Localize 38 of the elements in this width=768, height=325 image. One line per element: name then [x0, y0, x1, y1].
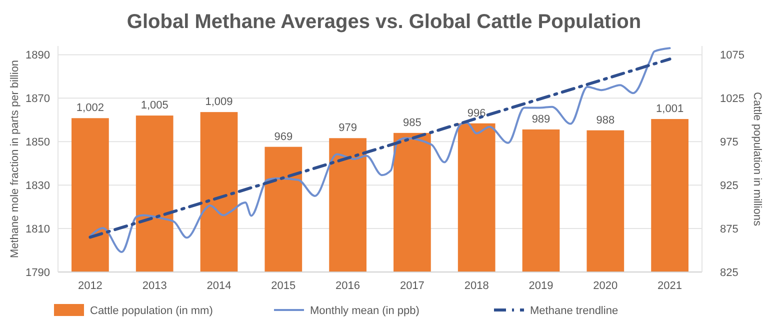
- data-label: 1,001: [656, 103, 684, 116]
- y-tick-label: 1810: [26, 223, 50, 236]
- y2-tick-label: 1075: [720, 50, 744, 62]
- data-label: 996: [467, 107, 486, 120]
- legend-label: Methane trendline: [530, 304, 618, 317]
- x-tick-label: 2013: [142, 280, 167, 292]
- x-tick-label: 2017: [400, 280, 424, 292]
- y2-tick-label: 875: [720, 223, 738, 236]
- y-tick-label: 1830: [26, 180, 50, 192]
- data-label: 1,002: [76, 102, 104, 114]
- x-tick-label: 2021: [658, 280, 682, 292]
- y2-tick-label: 975: [720, 136, 738, 148]
- y-axis-title: Methane mole fraction in parts per billion: [9, 60, 21, 258]
- x-tick-label: 2014: [206, 280, 232, 292]
- data-label: 989: [532, 113, 550, 126]
- data-label: 1,005: [140, 100, 168, 112]
- x-tick-label: 2019: [528, 280, 554, 292]
- y2-tick-label: 825: [720, 266, 738, 279]
- x-tick-label: 2016: [336, 280, 360, 292]
- legend-label: Monthly mean (in ppb): [310, 304, 420, 317]
- x-tick-label: 2020: [593, 280, 618, 292]
- data-label: 985: [403, 116, 422, 129]
- legend-label: Cattle population (in mm): [90, 304, 213, 317]
- x-tick-label: 2012: [78, 280, 102, 292]
- y-tick-label: 1790: [26, 266, 50, 279]
- y-tick-label: 1850: [26, 136, 50, 148]
- data-label: 969: [274, 130, 293, 143]
- y-tick-label: 1870: [26, 93, 50, 106]
- data-label: 1,009: [205, 96, 233, 108]
- y2-tick-label: 1025: [720, 93, 744, 106]
- x-tick-label: 2015: [271, 280, 296, 292]
- x-tick-label: 2018: [464, 280, 489, 292]
- chart-title: Global Methane Averages vs. Global Cattle Population: [126, 11, 642, 33]
- y2-axis-title: Cattle population in millions: [751, 92, 763, 226]
- data-label: 988: [596, 114, 615, 126]
- y-tick-label: 1890: [26, 50, 50, 62]
- data-label: 979: [338, 122, 357, 134]
- y2-tick-label: 925: [720, 180, 738, 192]
